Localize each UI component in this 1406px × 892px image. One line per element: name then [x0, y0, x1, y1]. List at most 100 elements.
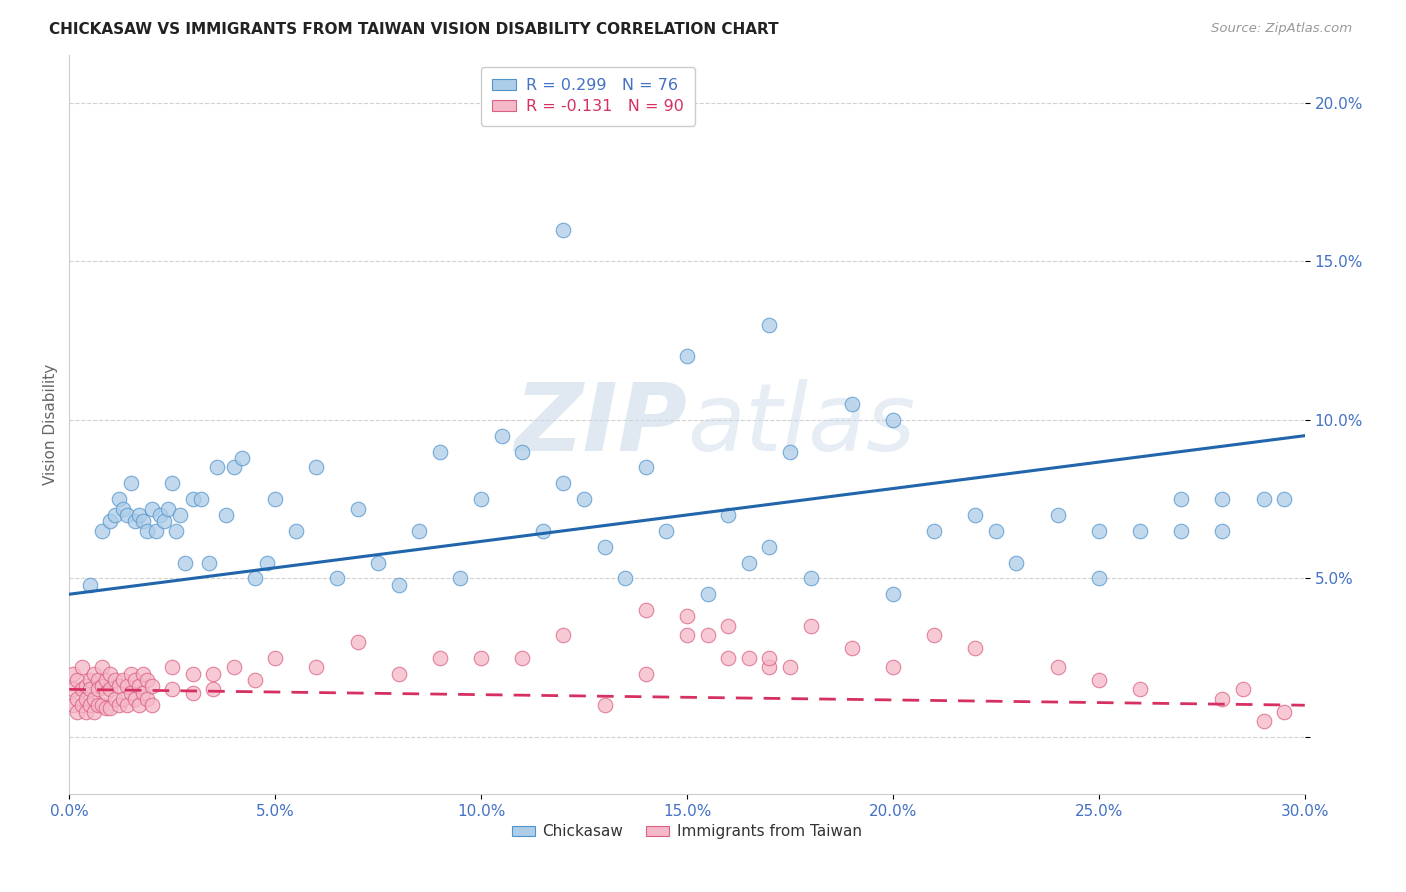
Point [346, 501, 368, 516]
Point [676, 628, 699, 642]
Point [922, 524, 945, 538]
Point [758, 318, 780, 332]
Point [408, 524, 430, 538]
Point [136, 524, 159, 538]
Point [758, 660, 780, 674]
Point [66, 691, 89, 706]
Point [100, 701, 122, 715]
Point [103, 691, 125, 706]
Point [1129, 682, 1152, 697]
Point [83, 666, 105, 681]
Point [243, 673, 266, 687]
Point [103, 673, 125, 687]
Point [136, 691, 159, 706]
Point [696, 587, 718, 601]
Point [136, 673, 159, 687]
Point [1211, 691, 1233, 706]
Point [510, 444, 533, 458]
Point [87, 698, 110, 713]
Point [96, 701, 118, 715]
Point [243, 571, 266, 585]
Point [779, 444, 801, 458]
Point [181, 666, 204, 681]
Point [738, 556, 761, 570]
Point [91, 660, 114, 674]
Point [388, 578, 411, 592]
Point [124, 673, 146, 687]
Point [70, 682, 93, 697]
Point [922, 628, 945, 642]
Point [758, 540, 780, 554]
Point [132, 666, 155, 681]
Point [1046, 508, 1069, 522]
Point [62, 698, 84, 713]
Point [100, 682, 122, 697]
Point [841, 641, 863, 656]
Point [79, 578, 101, 592]
Point [531, 524, 554, 538]
Point [75, 679, 97, 693]
Point [882, 660, 904, 674]
Point [207, 460, 229, 475]
Point [83, 705, 105, 719]
Point [132, 514, 155, 528]
Point [222, 460, 245, 475]
Point [128, 679, 150, 693]
Point [111, 673, 134, 687]
Point [284, 524, 307, 538]
Point [1253, 714, 1275, 728]
Point [222, 660, 245, 674]
Point [388, 666, 411, 681]
Point [181, 685, 204, 699]
Point [91, 698, 114, 713]
Point [510, 650, 533, 665]
Point [157, 501, 180, 516]
Point [367, 556, 389, 570]
Point [450, 571, 472, 585]
Point [614, 571, 637, 585]
Point [132, 685, 155, 699]
Point [305, 660, 328, 674]
Y-axis label: Vision Disability: Vision Disability [44, 364, 58, 485]
Point [107, 679, 129, 693]
Point [141, 698, 163, 713]
Point [1211, 524, 1233, 538]
Point [66, 673, 89, 687]
Point [96, 685, 118, 699]
Point [470, 650, 492, 665]
Point [882, 587, 904, 601]
Point [1088, 673, 1111, 687]
Point [173, 556, 195, 570]
Point [66, 705, 89, 719]
Point [75, 691, 97, 706]
Point [160, 476, 183, 491]
Point [1170, 524, 1192, 538]
Point [1272, 492, 1295, 507]
Point [1005, 556, 1028, 570]
Point [153, 514, 176, 528]
Point [198, 556, 221, 570]
Point [96, 673, 118, 687]
Point [634, 603, 657, 617]
Point [1088, 571, 1111, 585]
Point [717, 650, 740, 665]
Point [264, 650, 287, 665]
Point [107, 492, 129, 507]
Point [169, 508, 191, 522]
Legend: Chickasaw, Immigrants from Taiwan: Chickasaw, Immigrants from Taiwan [506, 818, 868, 846]
Point [491, 428, 513, 442]
Point [141, 679, 163, 693]
Point [87, 673, 110, 687]
Point [800, 571, 823, 585]
Point [202, 682, 225, 697]
Point [145, 524, 167, 538]
Point [1232, 682, 1254, 697]
Point [115, 508, 138, 522]
Point [696, 628, 718, 642]
Point [326, 571, 349, 585]
Point [120, 666, 142, 681]
Point [758, 650, 780, 665]
Point [1272, 705, 1295, 719]
Point [965, 508, 987, 522]
Point [429, 444, 451, 458]
